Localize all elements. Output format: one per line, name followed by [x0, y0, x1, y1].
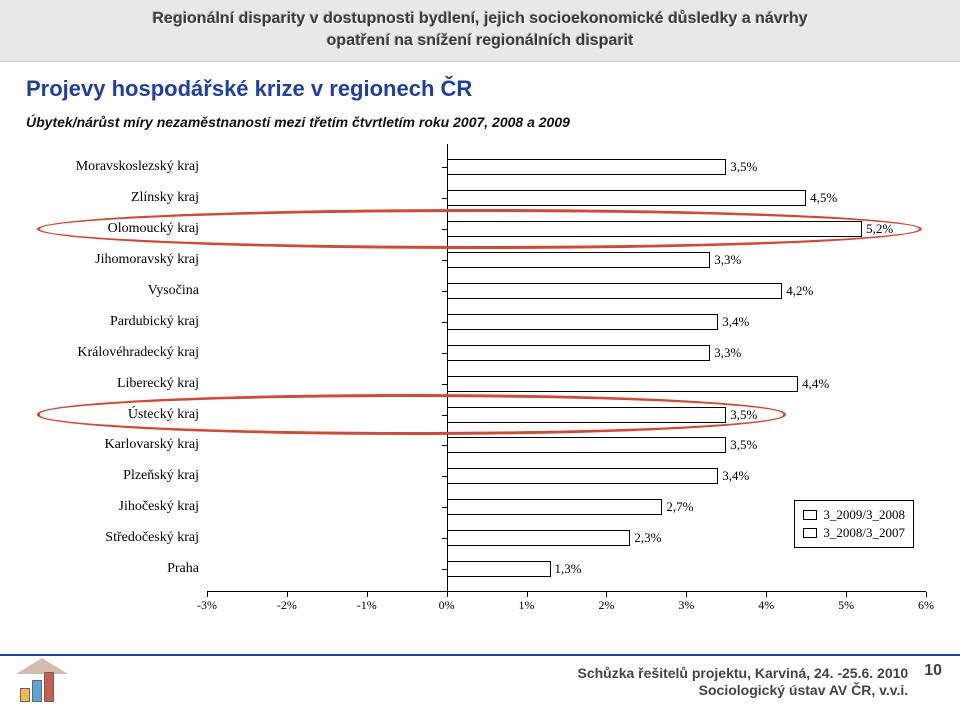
x-tick-label: 2%: [598, 598, 614, 613]
chart-row: Plzeňský kraj3,4%: [207, 461, 926, 492]
x-tick: [207, 592, 208, 597]
page-main-title: Regionální disparity v dostupnosti bydle…: [20, 8, 940, 51]
x-tick-label: -1%: [357, 598, 377, 613]
category-label: Praha: [31, 561, 207, 577]
logo-icon: [18, 662, 66, 702]
legend-swatch: [803, 528, 817, 538]
bar-value-label: 3,3%: [710, 345, 741, 361]
bar-value-label: 4,2%: [782, 283, 813, 299]
bar: [447, 283, 783, 299]
legend-label: 3_2009/3_2008: [823, 507, 905, 523]
category-label: Karlovarský kraj: [31, 437, 207, 453]
title-line-2: opatření na snížení regionálních dispari…: [327, 32, 634, 49]
category-label: Jihočeský kraj: [31, 499, 207, 515]
x-tick: [686, 592, 687, 597]
x-tick: [926, 592, 927, 597]
footer-line-2: Sociologický ústav AV ČR, v.v.i.: [80, 682, 908, 700]
category-label: Liberecký kraj: [31, 376, 207, 392]
x-tick: [287, 592, 288, 597]
bar-value-label: 4,5%: [806, 190, 837, 206]
x-tick-label: -3%: [197, 598, 217, 613]
x-tick: [766, 592, 767, 597]
chart-subtitle: Úbytek/nárůst míry nezaměstnanosti mezi …: [0, 106, 960, 136]
bar: [447, 437, 727, 453]
bar-value-label: 3,5%: [726, 437, 757, 453]
chart-row: Moravskoslezský kraj3,5%: [207, 152, 926, 183]
category-label: Plzeňský kraj: [31, 468, 207, 484]
bar-value-label: 2,3%: [630, 530, 661, 546]
x-tick-label: -2%: [277, 598, 297, 613]
x-tick-label: 0%: [439, 598, 455, 613]
x-tick: [527, 592, 528, 597]
legend: 3_2009/3_2008 3_2008/3_2007: [794, 500, 914, 548]
bar-value-label: 4,4%: [798, 376, 829, 392]
category-label: Královéhradecký kraj: [31, 345, 207, 361]
bar: [447, 314, 719, 330]
bar: [447, 376, 799, 392]
bar-value-label: 3,4%: [718, 468, 749, 484]
category-label: Vysočina: [31, 283, 207, 299]
category-label: Moravskoslezský kraj: [31, 159, 207, 175]
footer-text: Schůzka řešitelů projektu, Karviná, 24. …: [80, 665, 908, 700]
chart-row: Vysočina4,2%: [207, 275, 926, 306]
bar-value-label: 3,4%: [718, 314, 749, 330]
bar: [447, 345, 711, 361]
chart-row: Jihomoravský kraj3,3%: [207, 245, 926, 276]
chart-row: Královéhradecký kraj3,3%: [207, 337, 926, 368]
bar-value-label: 1,3%: [551, 561, 582, 577]
x-tick-label: 5%: [838, 598, 854, 613]
bar: [447, 159, 727, 175]
highlight-ellipse: [37, 394, 786, 434]
x-tick: [606, 592, 607, 597]
category-label: Pardubický kraj: [31, 314, 207, 330]
x-axis-line: [207, 591, 926, 592]
plot-area: -3%-2%-1%0%1%2%3%4%5%6%Moravskoslezský k…: [206, 144, 926, 592]
x-tick-label: 3%: [678, 598, 694, 613]
chart-row: Praha1,3%: [207, 554, 926, 585]
highlight-ellipse: [37, 209, 922, 249]
x-tick-label: 1%: [519, 598, 535, 613]
bar-value-label: 3,3%: [710, 252, 741, 268]
header-band: Regionální disparity v dostupnosti bydle…: [0, 0, 960, 62]
bar: [447, 252, 711, 268]
legend-label: 3_2008/3_2007: [823, 525, 905, 541]
bar: [447, 468, 719, 484]
page-number: 10: [924, 656, 942, 680]
section-title: Projevy hospodářské krize v regionech ČR: [0, 62, 960, 106]
category-label: Jihomoravský kraj: [31, 252, 207, 268]
bar: [447, 561, 551, 577]
footer-line-1: Schůzka řešitelů projektu, Karviná, 24. …: [80, 665, 908, 683]
x-tick: [367, 592, 368, 597]
bar-value-label: 2,7%: [662, 499, 693, 515]
x-tick: [846, 592, 847, 597]
bar: [447, 190, 807, 206]
bar: [447, 499, 663, 515]
category-label: Zlínsky kraj: [31, 190, 207, 206]
footer: Schůzka řešitelů projektu, Karviná, 24. …: [0, 654, 960, 708]
x-tick-label: 6%: [918, 598, 934, 613]
title-line-1: Regionální disparity v dostupnosti bydle…: [152, 10, 807, 27]
category-label: Středočeský kraj: [31, 530, 207, 546]
x-tick: [447, 592, 448, 597]
legend-item: 3_2009/3_2008: [803, 507, 905, 523]
x-tick-label: 4%: [758, 598, 774, 613]
legend-item: 3_2008/3_2007: [803, 525, 905, 541]
chart-row: Karlovarský kraj3,5%: [207, 430, 926, 461]
chart-row: Pardubický kraj3,4%: [207, 306, 926, 337]
bar-value-label: 3,5%: [726, 159, 757, 175]
legend-swatch: [803, 510, 817, 520]
bar-chart: -3% -2% -1% 0% 1% 2% 3% 4% 5% 6% Moravskoslezský k…: [26, 140, 932, 620]
bar: [447, 530, 631, 546]
